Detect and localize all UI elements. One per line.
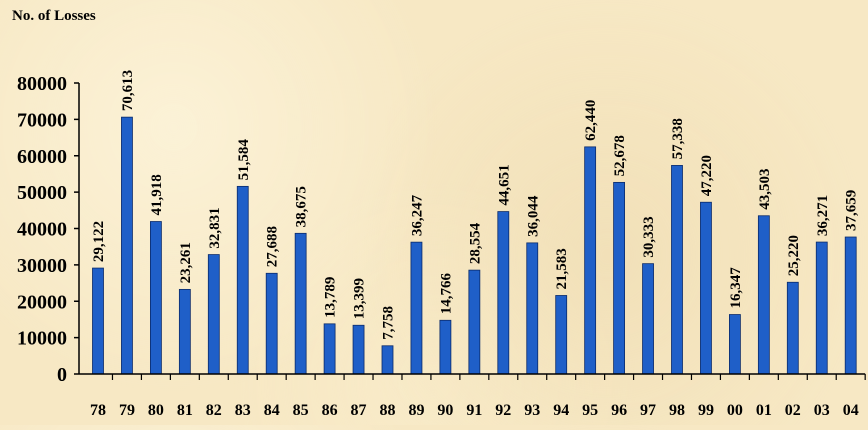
bar-93 <box>526 242 539 375</box>
data-label-92: 44,651 <box>496 164 512 205</box>
x-tick-label: 84 <box>264 402 280 419</box>
x-tick-label: 96 <box>611 402 627 419</box>
x-tick-label: 85 <box>293 402 309 419</box>
y-tick-label: 0 <box>57 364 67 386</box>
data-label-98: 57,338 <box>670 118 686 159</box>
x-tick-label: 89 <box>408 402 424 419</box>
data-label-89: 36,247 <box>409 194 425 236</box>
y-tick-label: 50000 <box>17 182 67 204</box>
x-tick-label: 87 <box>351 402 367 419</box>
bar-85 <box>294 232 307 375</box>
data-label-90: 14,766 <box>438 273 454 315</box>
bar-03 <box>815 241 828 375</box>
bar-96 <box>613 181 625 375</box>
bar-92 <box>497 211 510 375</box>
data-label-97: 30,333 <box>641 216 657 257</box>
bar-00 <box>729 314 741 375</box>
y-axis-ticks: 0 10000 20000 30000 40000 50000 60000 70000 8000… <box>17 73 79 386</box>
data-label-95: 62,440 <box>583 100 599 141</box>
x-tick-label: 98 <box>669 402 685 419</box>
bar-04 <box>844 236 857 375</box>
x-tick-label: 88 <box>380 402 396 419</box>
x-tick-label: 01 <box>756 402 772 419</box>
x-tick-label: 97 <box>640 402 656 419</box>
data-label-88: 7,758 <box>381 306 397 340</box>
x-tick-label: 86 <box>322 402 338 419</box>
bar-90 <box>439 319 452 375</box>
bar-94 <box>555 295 568 375</box>
data-label-84: 27,688 <box>265 226 281 267</box>
bar-01 <box>757 215 770 375</box>
data-label-85: 38,675 <box>294 186 310 227</box>
x-tick-label: 81 <box>177 402 193 419</box>
data-label-80: 41,918 <box>149 174 165 215</box>
y-tick-label: 40000 <box>17 219 67 241</box>
x-tick-label: 91 <box>466 402 482 419</box>
x-tick-label: 94 <box>553 402 569 419</box>
bar-81 <box>178 288 191 375</box>
y-tick-label: 70000 <box>17 109 67 131</box>
bar-78 <box>92 267 104 375</box>
bar-86 <box>323 323 336 375</box>
data-label-94: 21,583 <box>554 248 570 289</box>
data-label-79: 70,613 <box>120 70 136 111</box>
bar-83 <box>236 185 249 375</box>
y-tick-label: 20000 <box>17 291 67 313</box>
bar-87 <box>352 324 365 375</box>
data-label-99: 47,220 <box>699 155 715 196</box>
x-tick-label: 95 <box>582 402 598 419</box>
y-tick-label: 80000 <box>17 73 67 95</box>
y-axis-label: No. of Losses <box>12 8 96 24</box>
y-tick-label: 10000 <box>17 328 67 350</box>
data-label-91: 28,554 <box>467 222 483 264</box>
bar-88 <box>381 345 394 375</box>
x-tick-label: 02 <box>785 402 801 419</box>
x-tick-label: 82 <box>206 402 222 419</box>
x-tick-label: 04 <box>843 402 859 419</box>
bar-79 <box>121 116 133 375</box>
x-tick-label: 03 <box>814 402 830 419</box>
y-tick-label: 30000 <box>17 255 67 277</box>
x-tick-label: 93 <box>524 402 540 419</box>
bar-98 <box>671 165 683 375</box>
data-label-01: 43,503 <box>757 169 773 210</box>
data-label-83: 51,584 <box>236 139 252 181</box>
x-tick-label: 78 <box>90 402 106 419</box>
bar-82 <box>207 254 220 375</box>
x-tick-label: 79 <box>119 402 135 419</box>
x-tick-label: 90 <box>437 402 453 419</box>
data-label-02: 25,220 <box>786 235 802 276</box>
y-tick-label: 60000 <box>17 146 67 168</box>
bar-99 <box>700 201 712 375</box>
data-label-87: 13,399 <box>352 278 368 319</box>
x-tick-label: 00 <box>727 402 743 419</box>
x-tick-label: 92 <box>495 402 511 419</box>
x-tick-label: 83 <box>235 402 251 419</box>
data-labels-group: 29,122 70,613 41,918 23,261 32,831 51,584 27,6… <box>91 70 860 340</box>
bar-84 <box>265 272 278 375</box>
bar-91 <box>468 269 481 375</box>
bar-02 <box>786 281 799 375</box>
data-label-78: 29,122 <box>91 221 107 262</box>
bar-89 <box>410 241 423 375</box>
x-axis-ticks: 78 79 80 81 82 83 84 85 86 87 88 89 90 91 92 93 94 95 96 97… <box>90 374 866 419</box>
data-label-93: 36,044 <box>525 195 541 237</box>
x-tick-label: 99 <box>698 402 714 419</box>
data-label-03: 36,271 <box>815 195 831 236</box>
data-label-00: 16,347 <box>728 267 744 309</box>
data-label-82: 32,831 <box>207 207 223 248</box>
data-label-86: 13,789 <box>323 277 339 318</box>
data-label-96: 52,678 <box>612 135 628 176</box>
data-label-81: 23,261 <box>178 242 194 283</box>
x-tick-label: 80 <box>148 402 164 419</box>
bar-97 <box>642 263 654 375</box>
bar-80 <box>149 221 162 375</box>
data-label-04: 37,659 <box>844 190 860 231</box>
bar-95 <box>584 146 597 375</box>
